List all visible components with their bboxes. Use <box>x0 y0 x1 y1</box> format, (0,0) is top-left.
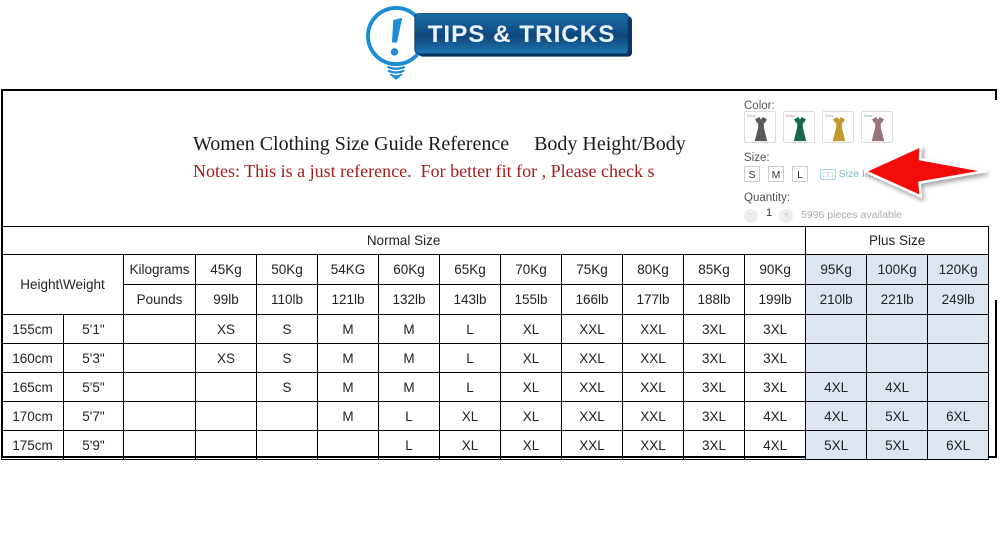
svg-text:TIPS & TRICKS: TIPS & TRICKS <box>428 21 616 48</box>
